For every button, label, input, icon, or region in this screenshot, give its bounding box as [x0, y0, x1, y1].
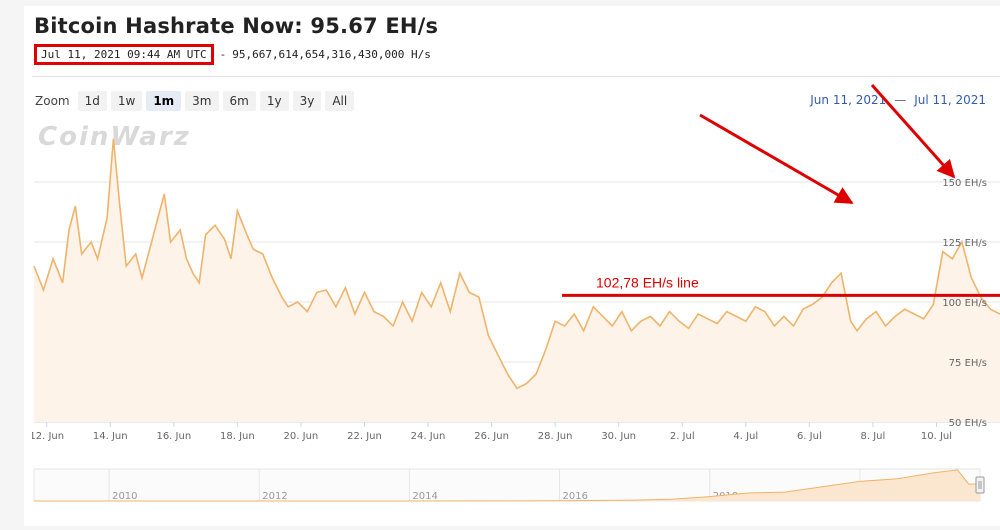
- timestamp-highlight: Jul 11, 2021 09:44 AM UTC: [34, 44, 214, 65]
- navigator-line: [34, 469, 981, 502]
- page-title: Bitcoin Hashrate Now: 95.67 EH/s: [34, 14, 439, 38]
- x-tick-label: 14. Jun: [93, 431, 128, 442]
- x-tick-label: 22. Jun: [347, 431, 382, 442]
- x-tick-label: 12. Jun: [32, 431, 64, 442]
- y-axis-ticks: 50 EH/s 75 EH/s 100 EH/s 125 EH/s 150 EH/s: [942, 178, 987, 429]
- zoom-bar: Zoom 1d 1w 1m 3m 6m 1y 3y All: [35, 91, 358, 111]
- series-area: [34, 138, 1000, 423]
- range-to[interactable]: Jul 11, 2021: [914, 93, 986, 107]
- y-tick-label: 50 EH/s: [949, 418, 987, 429]
- zoom-button-6m[interactable]: 6m: [222, 91, 256, 111]
- y-tick-label: 125 EH/s: [942, 238, 987, 249]
- x-tick-label: 6. Jul: [797, 431, 822, 442]
- x-tick-label: 28. Jun: [538, 431, 573, 442]
- threshold-label: 102,78 EH/s line: [596, 274, 699, 290]
- zoom-button-1m[interactable]: 1m: [146, 91, 182, 111]
- raw-hashrate: 95,667,614,654,316,430,000 H/s: [232, 48, 431, 61]
- navigator-tick-label: 2014: [412, 491, 437, 502]
- y-tick-label: 100 EH/s: [942, 298, 987, 309]
- separator: -: [219, 48, 227, 61]
- range-from[interactable]: Jun 11, 2021: [810, 93, 887, 107]
- annotation-arrow: [699, 113, 854, 205]
- chart-container: Zoom 1d 1w 1m 3m 6m 1y 3y All Jun 11, 20…: [32, 76, 1000, 527]
- x-tick-label: 18. Jun: [220, 431, 255, 442]
- zoom-label: Zoom: [35, 94, 70, 108]
- x-tick-label: 26. Jun: [474, 431, 509, 442]
- navigator-tick-label: 2012: [262, 491, 287, 502]
- series-line: [33, 138, 1000, 390]
- zoom-button-3m[interactable]: 3m: [185, 91, 219, 111]
- x-tick-label: 16. Jun: [156, 431, 191, 442]
- x-tick-label: 8. Jul: [860, 431, 885, 442]
- zoom-button-1y[interactable]: 1y: [259, 91, 289, 111]
- annotation-arrow: [870, 84, 956, 179]
- chart-card: Bitcoin Hashrate Now: 95.67 EH/s Jul 11,…: [24, 6, 1000, 526]
- y-tick-label: 75 EH/s: [949, 358, 987, 369]
- x-axis-ticks: 12. Jun 14. Jun 16. Jun 18. Jun 20. Jun 22. J…: [32, 422, 952, 442]
- date-range: Jun 11, 2021 — Jul 11, 2021: [810, 93, 986, 107]
- x-tick-label: 10. Jul: [921, 431, 952, 442]
- annotation-layer: 102,78 EH/s line: [562, 84, 1000, 297]
- x-tick-label: 30. Jun: [601, 431, 636, 442]
- subtitle-line: Jul 11, 2021 09:44 AM UTC -95,667,614,654…: [34, 44, 431, 65]
- navigator-handle[interactable]: [975, 476, 985, 494]
- navigator-tick-label: 2010: [112, 491, 137, 502]
- x-tick-label: 4. Jul: [733, 431, 758, 442]
- y-tick-label: 150 EH/s: [942, 178, 987, 189]
- zoom-button-3y[interactable]: 3y: [292, 91, 322, 111]
- navigator-area: [34, 469, 980, 501]
- x-tick-label: 24. Jun: [411, 431, 446, 442]
- x-tick-label: 20. Jun: [284, 431, 319, 442]
- zoom-button-1d[interactable]: 1d: [77, 91, 107, 111]
- timestamp: Jul 11, 2021 09:44 AM UTC: [41, 48, 207, 61]
- navigator-tick-label: 2016: [563, 491, 588, 502]
- zoom-button-1w[interactable]: 1w: [110, 91, 143, 111]
- zoom-button-all[interactable]: All: [325, 91, 355, 111]
- navigator[interactable]: 201020122014201620182020: [33, 468, 985, 502]
- x-tick-label: 2. Jul: [670, 431, 695, 442]
- range-dash: —: [894, 93, 907, 107]
